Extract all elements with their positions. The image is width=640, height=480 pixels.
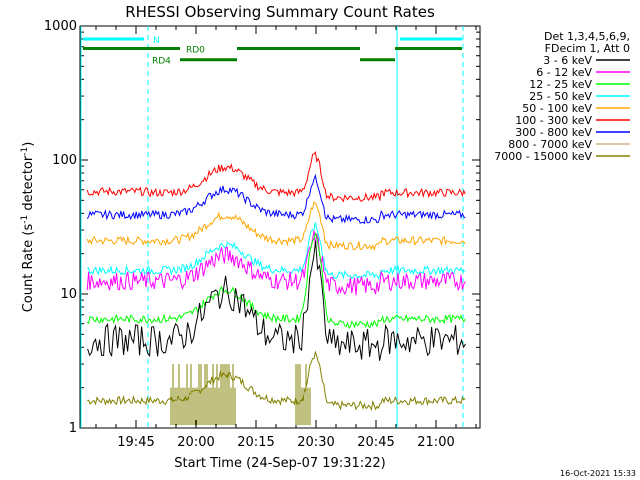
flag-label: RD0 — [186, 45, 205, 55]
x-tick-label: 21:00 — [417, 435, 454, 450]
legend: Det 1,3,4,5,6,9, FDecim 1, Att 0 3 - 6 k… — [494, 30, 630, 163]
y-tick-label: 1 — [69, 421, 77, 436]
y-tick-label: 100 — [52, 153, 77, 168]
x-tick-label: 20:45 — [357, 435, 394, 450]
legend-entry-label: 300 - 800 keV — [515, 126, 592, 139]
night-boundaries — [80, 26, 464, 428]
legend-entry-label: 6 - 12 keV — [536, 66, 592, 79]
x-axis: 19:45 20:00 20:15 20:30 20:45 21:00 — [95, 26, 477, 450]
y-axis: 1 10 100 1000 — [44, 19, 480, 436]
series-line — [86, 232, 466, 329]
plot-frame — [79, 25, 481, 429]
y-tick-label: 1000 — [44, 19, 77, 34]
series-lines — [86, 150, 467, 426]
series-line — [87, 350, 466, 411]
series-line — [86, 200, 466, 251]
legend-entry-label: 50 - 100 keV — [522, 102, 592, 115]
y-axis-label-sup1: -1 — [20, 215, 30, 224]
flag-label: N — [153, 36, 160, 46]
y-tick-label: 10 — [60, 287, 77, 302]
legend-header-line2: FDecim 1, Att 0 — [545, 42, 630, 55]
x-tick-label: 19:45 — [117, 435, 154, 450]
plot-area — [79, 25, 481, 429]
series-line — [86, 230, 466, 296]
x-tick-label: 20:00 — [177, 435, 214, 450]
x-tick-label: 20:15 — [237, 435, 274, 450]
footer-date: 16-Oct-2021 15:33 — [560, 469, 636, 478]
legend-entry-label: 12 - 25 keV — [529, 78, 592, 91]
y-axis-label-part1: Count Rate (s — [21, 224, 36, 313]
series-line — [86, 150, 466, 203]
legend-entry-label: 3 - 6 keV — [543, 54, 592, 67]
y-axis-label-sup2: -1 — [20, 147, 30, 156]
x-tick-label: 20:30 — [297, 435, 334, 450]
legend-entry-label: 25 - 50 keV — [529, 90, 592, 103]
y-axis-label: Count Rate (s-1 detector-1) — [20, 142, 36, 313]
y-axis-label-part2: detector — [21, 155, 36, 215]
legend-entry-label: 800 - 7000 keV — [508, 138, 592, 151]
series-line — [86, 222, 466, 280]
chart-title: RHESSI Observing Summary Count Rates — [125, 3, 435, 21]
y-axis-label-part3: ) — [21, 142, 36, 147]
legend-header-line1: Det 1,3,4,5,6,9, — [544, 30, 630, 43]
series-line — [87, 240, 467, 361]
legend-entry-label: 7000 - 15000 keV — [494, 150, 592, 163]
flag-bars: N RD0 RD4 — [83, 36, 462, 67]
flag-label: RD4 — [152, 57, 171, 67]
legend-entry-label: 100 - 300 keV — [515, 114, 592, 127]
series-line — [86, 173, 466, 225]
x-axis-label: Start Time (24-Sep-07 19:31:22) — [174, 456, 385, 471]
